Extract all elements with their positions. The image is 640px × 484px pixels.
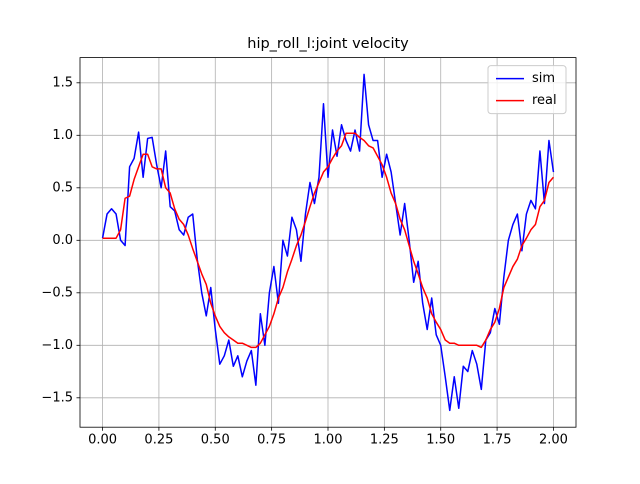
x-tick-label: 1.00 <box>314 433 343 448</box>
legend-label: sim <box>532 71 555 86</box>
x-tick-label: 1.75 <box>483 433 512 448</box>
chart-title: hip_roll_l:joint velocity <box>247 36 409 52</box>
data-line <box>101 73 555 412</box>
y-tick-label: 1.5 <box>52 75 73 90</box>
x-tick-label: 2.00 <box>539 433 568 448</box>
y-tick-label: −0.5 <box>41 285 73 300</box>
legend-label: real <box>532 93 557 108</box>
x-tick-label: 1.25 <box>370 433 399 448</box>
axes-frame <box>79 57 577 428</box>
y-tick-label: 1.0 <box>52 128 73 143</box>
y-tick-label: 0.0 <box>52 233 73 248</box>
x-tick-label: 0.50 <box>201 433 230 448</box>
x-tick-label: 0.00 <box>88 433 117 448</box>
legend: sim real <box>487 65 567 115</box>
data-line <box>102 132 555 349</box>
x-tick-label: 0.25 <box>144 433 173 448</box>
legend-box <box>487 65 567 115</box>
x-tick-label: 0.75 <box>257 433 286 448</box>
y-tick-label: 0.5 <box>52 180 73 195</box>
x-tick-label: 1.50 <box>426 433 455 448</box>
y-tick-label: −1.0 <box>41 338 73 353</box>
y-tick-label: −1.5 <box>41 390 73 405</box>
